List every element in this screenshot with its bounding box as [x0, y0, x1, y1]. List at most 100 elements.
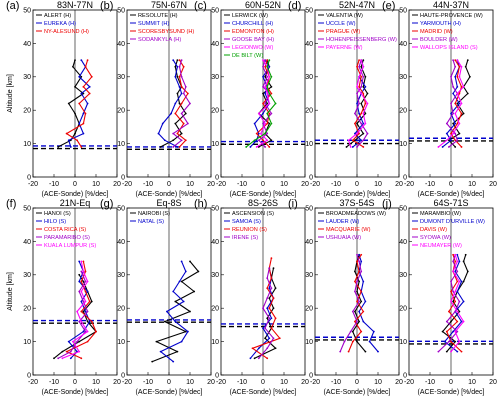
series-point	[274, 317, 277, 320]
series-point	[437, 350, 440, 353]
series-point	[362, 59, 365, 61]
series-point	[180, 139, 183, 142]
series-point	[166, 310, 168, 313]
series-point	[456, 350, 459, 353]
series-point	[245, 146, 248, 148]
legend-entry: GOOSE BAY (H)	[232, 37, 274, 43]
series-point	[82, 260, 85, 263]
x-tick-label: 20	[395, 379, 403, 386]
series-point	[441, 330, 444, 333]
panel-letter: (i)	[288, 198, 298, 210]
y-tick-label: 30	[399, 74, 407, 81]
series-point	[445, 132, 448, 135]
series-point	[197, 270, 200, 273]
series-point	[262, 327, 264, 330]
series-point	[354, 320, 356, 323]
series-point	[360, 92, 363, 95]
series-point	[364, 350, 367, 353]
series-point	[163, 139, 166, 142]
series-point	[266, 122, 269, 125]
series-point	[462, 260, 465, 263]
series-point	[187, 330, 189, 333]
series-point	[182, 92, 185, 95]
y-tick-label: 10	[23, 141, 31, 148]
series-point	[253, 357, 256, 360]
series-point	[456, 122, 459, 125]
series-point	[74, 132, 76, 135]
series-point	[274, 102, 277, 105]
legend-entry: LEGIONWO (W)	[232, 45, 273, 51]
series-point	[268, 59, 271, 61]
series-point	[163, 320, 166, 323]
series-point	[445, 330, 448, 333]
series-point	[266, 65, 269, 68]
series-point	[53, 357, 55, 360]
series-point	[445, 122, 448, 125]
series-point	[356, 65, 358, 68]
series-point	[80, 270, 83, 273]
series-point	[450, 75, 452, 78]
series-line	[57, 271, 89, 359]
y-tick-label: 20	[399, 306, 407, 313]
series-point	[452, 85, 454, 88]
panel-letter: (j)	[382, 198, 392, 210]
series-point	[358, 320, 360, 323]
series-point	[266, 75, 269, 78]
legend-entry: ALERT (H)	[44, 13, 71, 19]
series-point	[90, 320, 93, 323]
series-point	[360, 122, 363, 125]
series-point	[445, 320, 448, 323]
series-point	[466, 270, 469, 273]
x-tick-label: -10	[425, 379, 435, 386]
series-point	[65, 132, 68, 135]
series-point	[456, 310, 459, 313]
series-point	[266, 59, 269, 61]
series-point	[78, 273, 81, 276]
panel-letter: (e)	[382, 0, 395, 12]
series-point	[264, 327, 266, 330]
x-tick-label: 0	[167, 379, 171, 386]
series-point	[354, 270, 356, 273]
y-tick-label: 40	[211, 239, 219, 246]
series-point	[178, 85, 181, 88]
series-point	[262, 75, 264, 78]
x-tick-label: -10	[425, 181, 435, 188]
series-point	[462, 85, 465, 88]
series-point	[460, 350, 463, 353]
y-tick-label: 30	[211, 272, 219, 279]
series-point	[360, 260, 363, 263]
series-point	[458, 65, 461, 68]
series-point	[364, 85, 367, 88]
legend-entry: NATAL (S)	[138, 219, 164, 225]
series-point	[270, 287, 273, 290]
panel-f: -20 -10 0 10 20 0 10 20 30 40 50 (f) 21N-Eq (ACE-Sond…	[6, 198, 121, 396]
series-point	[266, 85, 269, 88]
series-point	[450, 102, 452, 105]
series-point	[69, 146, 72, 148]
series-point	[268, 287, 271, 290]
x-tick-label: -10	[237, 181, 247, 188]
x-tick-label: -10	[331, 379, 341, 386]
series-point	[362, 146, 365, 148]
series-point	[180, 85, 183, 88]
y-tick-label: 0	[309, 174, 313, 181]
series-point	[84, 270, 87, 273]
series-point	[452, 59, 454, 61]
series-point	[456, 139, 459, 142]
series-point	[180, 280, 183, 283]
legend-entry: DAVIS (W)	[420, 227, 447, 233]
series-point	[257, 112, 260, 115]
x-tick-label: -20	[28, 379, 38, 386]
series-point	[450, 132, 452, 135]
series-point	[454, 253, 457, 256]
series-point	[264, 65, 266, 68]
series-point	[178, 280, 181, 283]
legend-entry: HOHENPEISSENBERG (W)	[326, 37, 397, 43]
series-point	[268, 317, 271, 320]
series-point	[86, 340, 89, 343]
series-point	[172, 146, 175, 148]
y-tick-label: 20	[211, 306, 219, 313]
series-point	[443, 340, 446, 343]
